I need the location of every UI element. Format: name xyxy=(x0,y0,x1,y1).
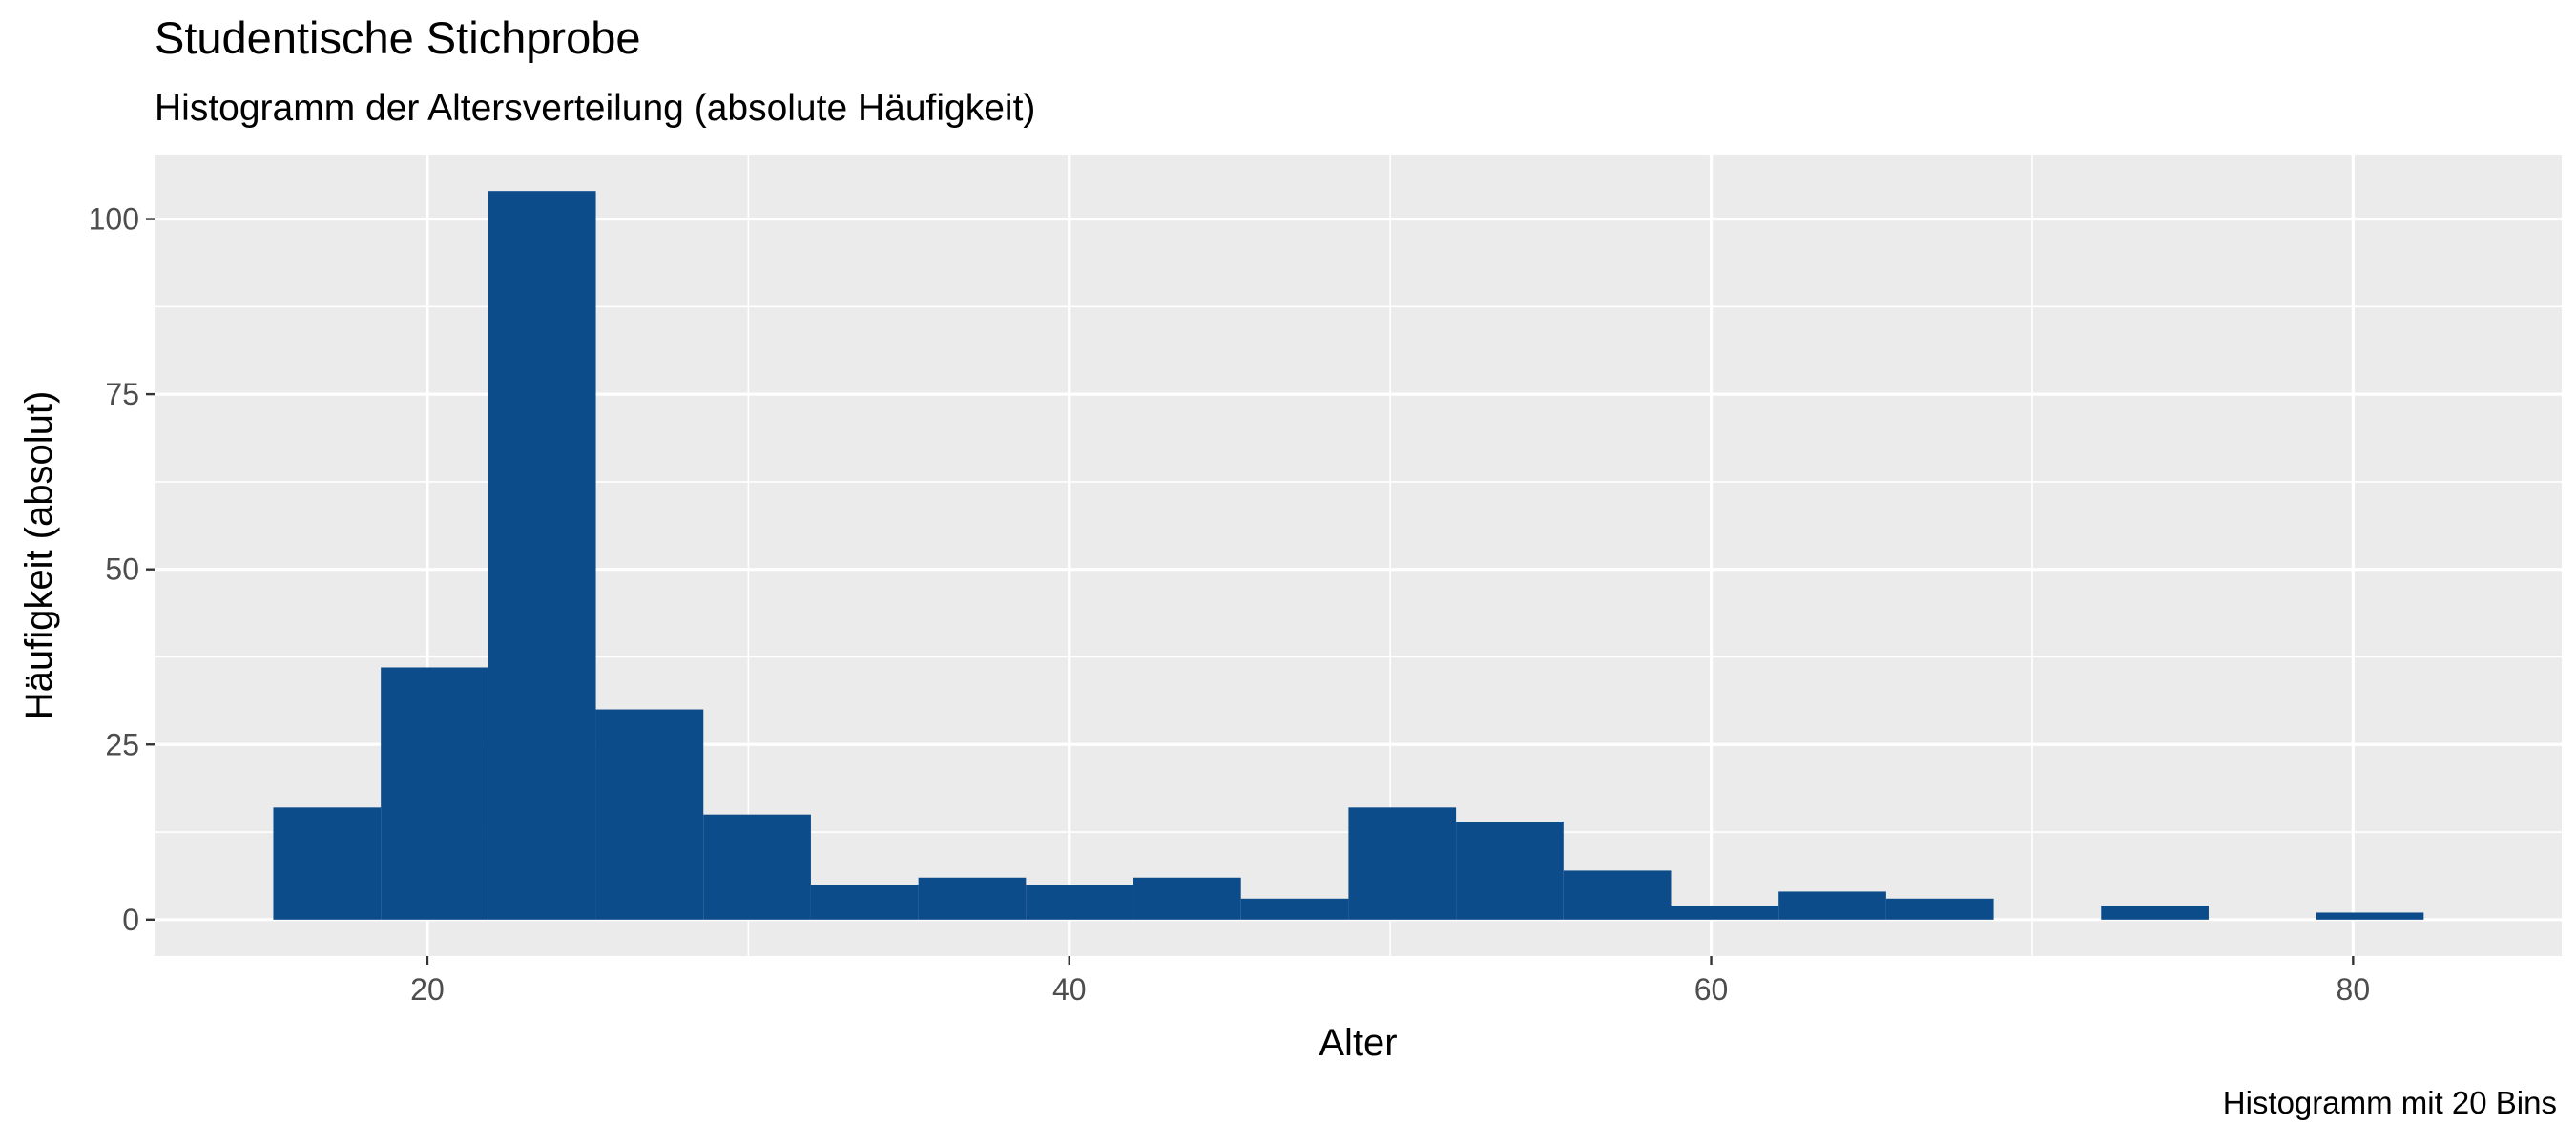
axis-ticks xyxy=(146,218,2355,965)
y-tick-label: 0 xyxy=(122,903,139,937)
histogram-bar xyxy=(1671,906,1779,920)
histogram-bars xyxy=(273,191,2424,920)
y-tick-label: 100 xyxy=(89,202,139,237)
histogram-bar xyxy=(1348,807,1457,920)
y-tick-label: 75 xyxy=(105,377,139,411)
x-axis-tick-labels: 20 40 60 80 xyxy=(410,972,2370,1007)
x-axis-title: Alter xyxy=(1319,1022,1397,1064)
histogram-bar xyxy=(703,814,811,920)
histogram-bar xyxy=(918,877,1027,920)
y-tick-label: 25 xyxy=(105,727,139,761)
histogram-bar xyxy=(2101,906,2209,920)
chart-subtitle: Histogramm der Altersverteilung (absolut… xyxy=(155,88,1036,129)
histogram-bar xyxy=(1026,885,1134,920)
histogram-bar xyxy=(1885,898,1994,920)
y-axis-tick-labels: 0 25 50 75 100 xyxy=(89,202,139,937)
histogram-bar xyxy=(1778,891,1886,920)
histogram-bar xyxy=(1133,877,1241,920)
x-tick-label: 40 xyxy=(1052,972,1087,1007)
histogram-bar xyxy=(488,191,596,920)
histogram-bar xyxy=(273,807,382,920)
chart-caption: Histogramm mit 20 Bins xyxy=(2222,1085,2557,1120)
histogram-bar xyxy=(810,885,919,920)
histogram-bar xyxy=(1456,822,1564,920)
x-tick-label: 80 xyxy=(2337,972,2371,1007)
y-tick-label: 50 xyxy=(105,552,139,587)
x-tick-label: 60 xyxy=(1694,972,1729,1007)
histogram-bar xyxy=(1563,870,1672,920)
histogram-bar xyxy=(2316,912,2424,920)
histogram-bar xyxy=(595,709,704,920)
x-tick-label: 20 xyxy=(410,972,445,1007)
histogram-bar xyxy=(1240,898,1349,920)
chart-title: Studentische Stichprobe xyxy=(155,12,641,63)
histogram-bar xyxy=(381,667,488,920)
y-axis-title: Häufigkeit (absolut) xyxy=(18,391,60,720)
